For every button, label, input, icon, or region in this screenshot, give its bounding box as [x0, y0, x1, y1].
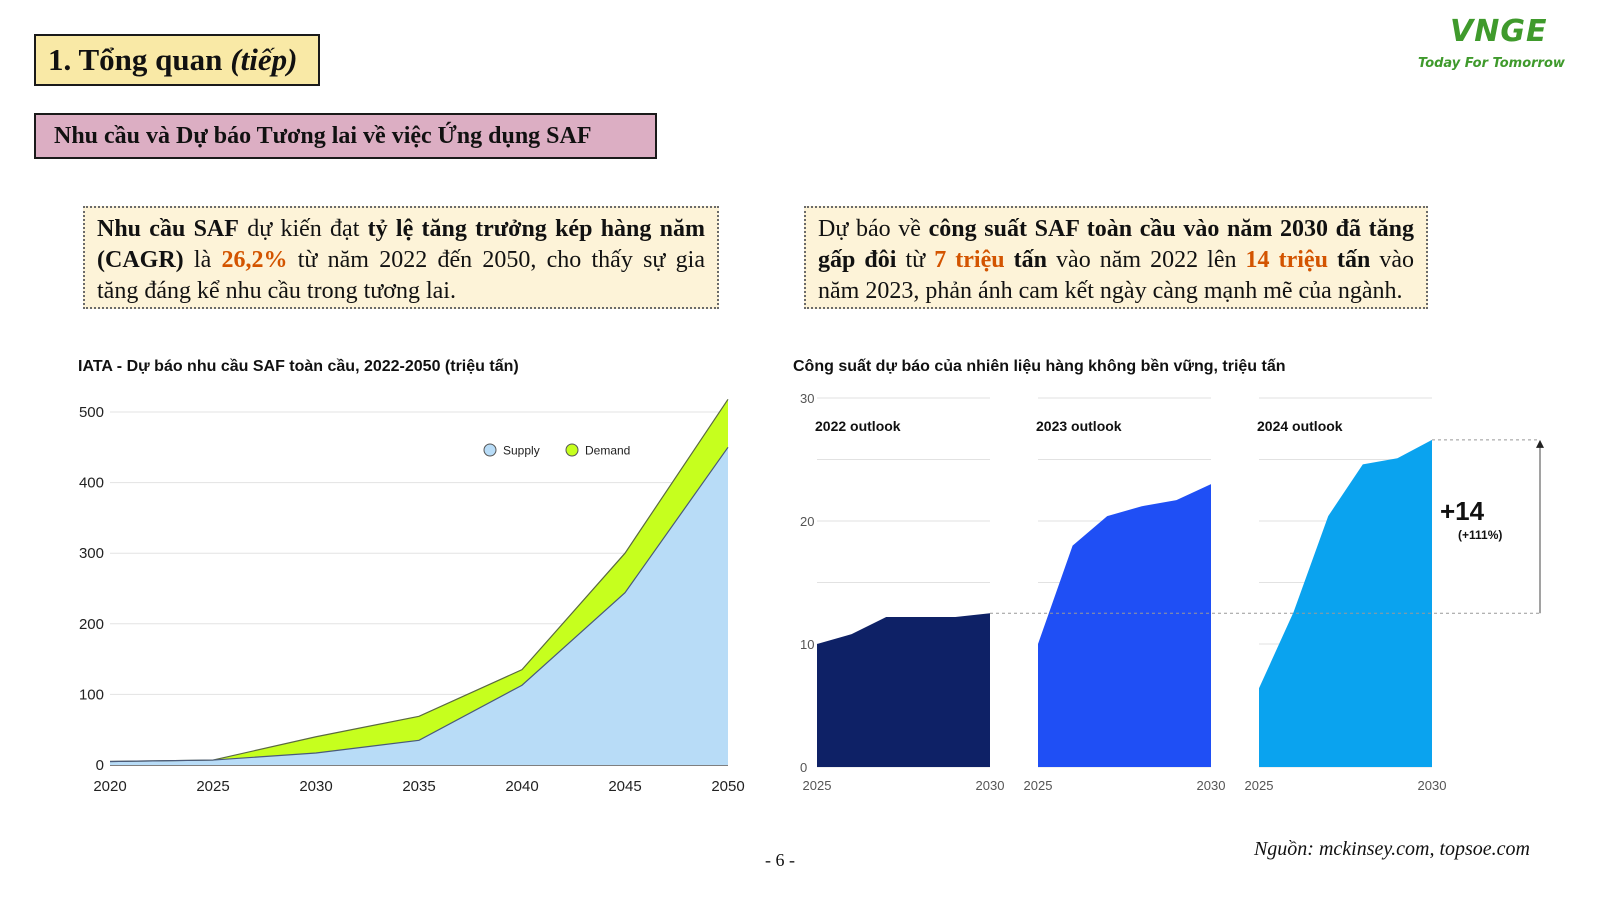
note-right: Dự báo về công suất SAF toàn cầu vào năm… [804, 206, 1428, 309]
note-left-part: Nhu cầu SAF [97, 216, 239, 242]
chart-left-y-tick-label: 100 [79, 686, 104, 703]
chart-left-y-tick-label: 500 [79, 404, 104, 421]
saf-demand-area-chart: 0 100 200 300 400 500 2020 2025 2030 2035 2040 204… [79, 398, 745, 795]
chart-right-title: Công suất dự báo của nhiên liệu hàng khô… [793, 358, 1286, 375]
increase-label: +14 [1440, 496, 1485, 526]
note-left-part: từ năm 2022 đến 2050, cho thấy sự gia tă… [97, 247, 705, 304]
chart-left-x-tick-label: 2050 [711, 778, 744, 795]
outlook-panel-label: 2024 outlook [1257, 418, 1343, 434]
note-right-highlight: 7 triệu [934, 247, 1005, 273]
increase-percent-label: (+111%) [1458, 528, 1502, 542]
chart-right-x-tick-label: 2025 [1245, 778, 1274, 793]
chart-right-x-tick-label: 2030 [976, 778, 1005, 793]
chart-right-annotation: +14 (+111%) [990, 439, 1544, 614]
chart-left-y-tick-label: 0 [96, 757, 104, 774]
subtitle-box: Nhu cầu và Dự báo Tương lai về việc Ứng … [34, 113, 657, 159]
outlook-area [1038, 484, 1211, 767]
supply-line [109, 446, 729, 763]
chart-left-x-ticks: 2020 2025 2030 2035 2040 2045 2050 [93, 778, 744, 795]
outlook-panel-label: 2023 outlook [1036, 418, 1122, 434]
supply-area [110, 447, 728, 765]
chart-left-title: IATA - Dự báo nhu cầu SAF toàn cầu, 2022… [78, 358, 519, 375]
chart-left-y-tick-label: 400 [79, 475, 104, 492]
logo-mark: VNGE [1450, 14, 1548, 49]
section-title: 1. Tổng quan (tiếp) [34, 34, 320, 86]
chart-left-x-tick-label: 2035 [402, 778, 435, 795]
page-number: - 6 - [765, 850, 795, 870]
chart-right-x-tick-label: 2025 [1024, 778, 1053, 793]
chart-left-legend: Supply Demand [483, 443, 630, 458]
legend-marker [565, 443, 579, 457]
chart-right-x-tick-label: 2030 [1418, 778, 1447, 793]
note-right-part: tấn [1004, 247, 1047, 273]
chart-left-y-tick-label: 200 [79, 616, 104, 633]
section-title-suffix: (tiếp) [230, 42, 298, 77]
chart-left-x-tick-label: 2040 [505, 778, 538, 795]
outlook-panel-label: 2022 outlook [815, 418, 901, 434]
legend-marker [483, 443, 497, 457]
note-left-part: tỷ lệ tăng trưởng kép hàng năm (CAGR) [97, 216, 706, 273]
chart-left-x-tick-label: 2025 [196, 778, 229, 795]
chart-right-y-tick-label: 0 [800, 760, 807, 775]
chart-right-x-tick-label: 2025 [803, 778, 832, 793]
legend-label: Demand [585, 444, 630, 458]
chart-right-x-tick-label: 2030 [1197, 778, 1226, 793]
note-left-part: dự kiến đạt [238, 216, 368, 242]
subtitle-text: Nhu cầu và Dự báo Tương lai về việc Ứng … [54, 122, 592, 149]
increase-arrow-head [1536, 439, 1544, 448]
note-right-part: vào năm 2022 lên [1046, 247, 1246, 273]
note-right-part: tấn [1327, 247, 1371, 273]
logo-tagline: Today For Tomorrow [1418, 56, 1565, 71]
note-right-part: vào năm 2023, phản ánh cam kết ngày càng… [818, 247, 1415, 304]
vnge-logo: VNGE Today For Tomorrow [1416, 10, 1566, 80]
chart-right-y-tick-label: 20 [800, 514, 814, 529]
chart-left-areas [109, 398, 729, 765]
chart-left-y-tick-label: 300 [79, 545, 104, 562]
note-left-highlight: 26,2% [221, 247, 288, 273]
note-right-part: Dự báo về [818, 216, 929, 242]
legend-label: Supply [503, 444, 540, 458]
note-left-part: là [183, 247, 222, 273]
note-right-part: công suất SAF toàn cầu vào năm 2030 đã t… [818, 216, 1414, 273]
chart-right-areas [817, 439, 1432, 767]
chart-right-y-tick-label: 30 [800, 391, 814, 406]
chart-right-y-tick-label: 10 [800, 637, 814, 652]
note-right-highlight: 14 triệu [1245, 247, 1328, 273]
outlook-area [817, 613, 990, 767]
source-note: Nguồn: mckinsey.com, topsoe.com [1253, 838, 1530, 860]
section-title-text: 1. Tổng quan [48, 42, 223, 77]
demand-area [110, 399, 728, 762]
note-left: Nhu cầu SAF dự kiến đạt tỷ lệ tăng trưởn… [83, 206, 719, 309]
outlook-area [1259, 439, 1432, 767]
chart-left-x-tick-label: 2020 [93, 778, 126, 795]
chart-left-y-ticks: 0 100 200 300 400 500 [79, 404, 104, 774]
note-right-part: từ [896, 247, 935, 273]
chart-left-x-tick-label: 2030 [299, 778, 332, 795]
chart-left-x-tick-label: 2045 [608, 778, 641, 795]
